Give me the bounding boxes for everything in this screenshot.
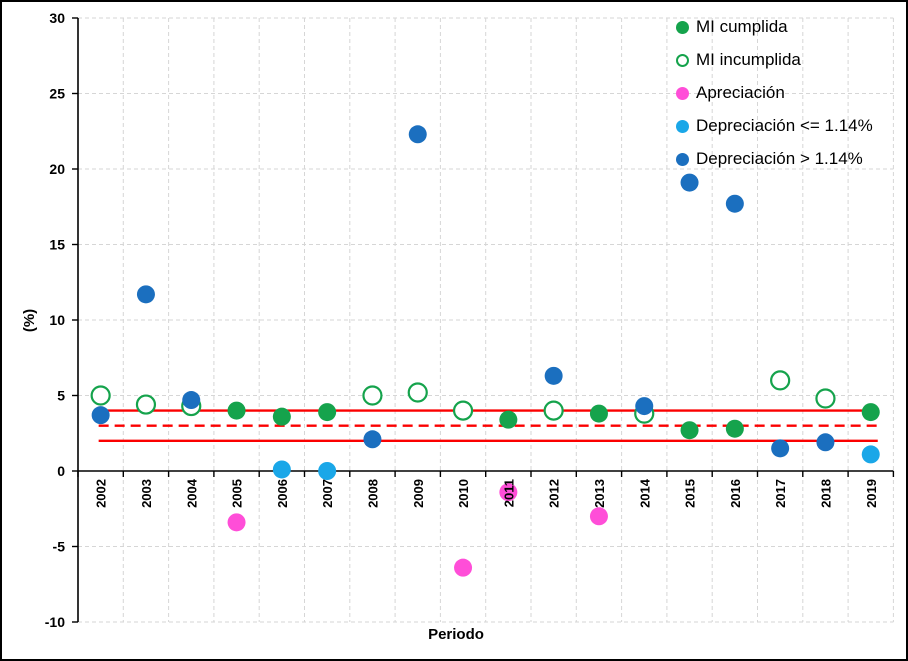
point-mi-incumplida-2008 — [362, 385, 383, 406]
point-depreciaci-n-1-14-2003 — [136, 285, 155, 304]
point-depreciaci-n-1-14-2016 — [725, 194, 744, 213]
point-depreciaci-n-1-14-2002 — [91, 406, 110, 425]
filled-circle-icon — [676, 152, 689, 166]
legend-item-mi-cumplida: MI cumplida — [676, 17, 873, 37]
point-mi-cumplida-2007 — [318, 403, 337, 422]
legend-item-depreciacion-alta: Depreciación > 1.14% — [676, 149, 873, 169]
x-tick-label-2010: 2010 — [456, 479, 471, 508]
point-depreciaci-n-1-14-2015 — [680, 173, 699, 192]
legend-item-apreciacion: Apreciación — [676, 83, 873, 103]
point-depreciaci-n-1-14-2019 — [861, 445, 880, 464]
filled-circle-icon — [676, 86, 689, 100]
x-tick-label-2007: 2007 — [320, 479, 335, 508]
point-apreciaci-n-2010 — [454, 558, 473, 577]
point-mi-cumplida-2019 — [861, 403, 880, 422]
point-mi-incumplida-2018 — [815, 388, 836, 409]
point-depreciaci-n-1-14-2014 — [635, 397, 654, 416]
point-depreciaci-n-1-14-2006 — [272, 460, 291, 479]
x-tick-label-2004: 2004 — [184, 478, 199, 508]
y-tick-label-10: 10 — [49, 312, 65, 328]
legend-label: Depreciación > 1.14% — [696, 149, 863, 168]
point-mi-cumplida-2016 — [725, 419, 744, 438]
x-tick-label-2015: 2015 — [683, 479, 698, 508]
x-tick-label-2014: 2014 — [637, 478, 652, 508]
y-tick-label--10: -10 — [45, 614, 65, 630]
filled-circle-icon — [676, 20, 689, 34]
legend-label: MI incumplida — [696, 50, 801, 69]
filled-circle-icon — [676, 119, 689, 133]
x-tick-label-2008: 2008 — [365, 479, 380, 508]
x-tick-label-2006: 2006 — [275, 479, 290, 508]
point-depreciaci-n-1-14-2007 — [318, 462, 337, 480]
point-apreciaci-n-2013 — [589, 507, 608, 526]
y-tick-label-20: 20 — [49, 161, 65, 177]
point-mi-incumplida-2009 — [407, 382, 428, 403]
x-tick-label-2013: 2013 — [592, 479, 607, 508]
point-depreciaci-n-1-14-2009 — [408, 125, 427, 144]
point-mi-incumplida-2002 — [90, 385, 111, 406]
legend-item-depreciacion-baja: Depreciación <= 1.14% — [676, 116, 873, 136]
x-tick-label-2019: 2019 — [864, 479, 879, 508]
point-mi-incumplida-2012 — [543, 400, 564, 421]
x-tick-label-2003: 2003 — [139, 479, 154, 508]
point-mi-incumplida-2017 — [770, 370, 791, 391]
x-tick-label-2017: 2017 — [773, 479, 788, 508]
point-apreciaci-n-2011 — [499, 483, 518, 502]
x-tick-label-2009: 2009 — [411, 479, 426, 508]
point-depreciaci-n-1-14-2008 — [363, 430, 382, 449]
x-tick-label-2011: 2011 — [501, 479, 516, 507]
point-mi-incumplida-2010 — [452, 400, 474, 421]
y-tick-label--5: -5 — [53, 539, 66, 555]
x-tick-label-2012: 2012 — [547, 479, 562, 508]
point-depreciaci-n-1-14-2017 — [771, 439, 790, 458]
legend-item-mi-incumplida: MI incumplida — [676, 50, 873, 70]
point-mi-incumplida-2003 — [135, 394, 157, 415]
x-axis-title: Periodo — [428, 626, 484, 643]
point-mi-cumplida-2006 — [272, 407, 291, 426]
y-tick-label-0: 0 — [57, 463, 65, 479]
point-mi-cumplida-2011 — [499, 410, 518, 429]
point-mi-cumplida-2013 — [589, 404, 608, 423]
open-circle-icon — [676, 53, 689, 67]
legend-label: Depreciación <= 1.14% — [696, 116, 873, 135]
legend: MI cumplida MI incumplida Apreciación De… — [676, 17, 873, 169]
x-tick-label-2005: 2005 — [230, 479, 245, 508]
point-depreciaci-n-1-14-2018 — [816, 433, 835, 452]
point-mi-cumplida-2005 — [227, 401, 246, 420]
point-depreciaci-n-1-14-2004 — [182, 391, 201, 410]
x-tick-label-2018: 2018 — [818, 479, 833, 508]
y-tick-label-5: 5 — [57, 388, 65, 404]
y-axis-title: (%) — [21, 308, 39, 333]
y-tick-label-30: 30 — [49, 10, 65, 26]
point-mi-cumplida-2015 — [680, 421, 699, 440]
y-tick-label-25: 25 — [49, 86, 65, 102]
point-depreciaci-n-1-14-2012 — [544, 366, 563, 385]
point-apreciaci-n-2005 — [227, 513, 246, 532]
y-tick-label-15: 15 — [49, 237, 65, 253]
x-tick-label-2016: 2016 — [728, 479, 743, 508]
legend-label: MI cumplida — [696, 17, 788, 36]
x-tick-label-2002: 2002 — [94, 479, 109, 508]
legend-label: Apreciación — [696, 83, 785, 102]
